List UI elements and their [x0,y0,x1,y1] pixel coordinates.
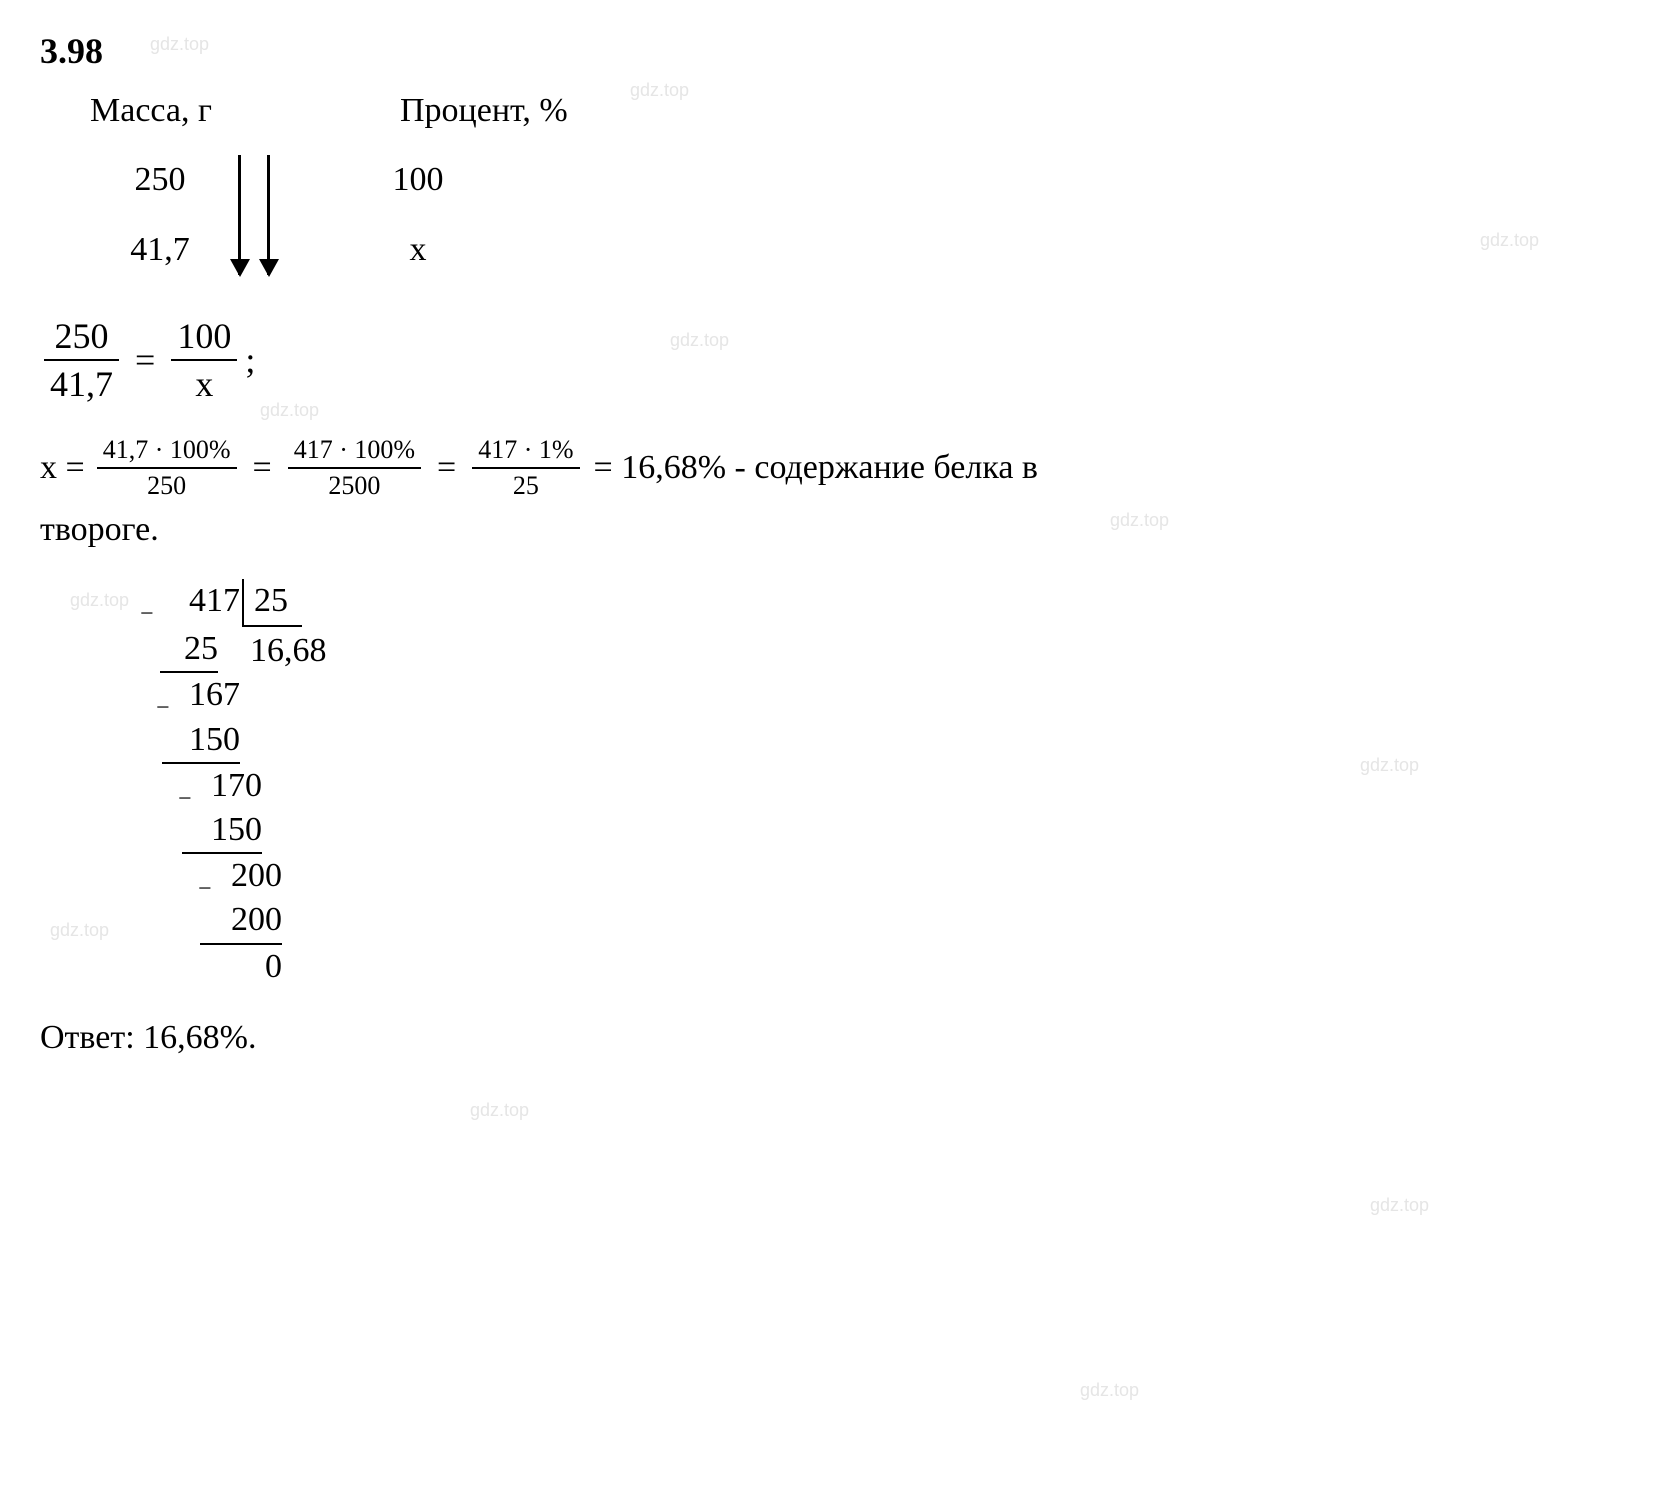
ld-divisor: 25 [242,579,302,627]
watermark: gdz.top [1370,1195,1429,1216]
ld-step-7: 0 [160,945,282,989]
calc-frac3-num: 417 · 1% [472,435,579,469]
semicolon: ; [245,339,255,381]
proportion-equation: 250 41,7 = 100 x ; [40,315,1620,405]
ld-step-row-7: 0 [160,945,1620,989]
equals-3: = [437,449,456,487]
header-percent: Процент, % [400,92,568,130]
watermark: gdz.top [70,590,129,611]
ld-quotient-row: 25 16,68 [160,627,1620,673]
ld-step-row-4: 150 [160,808,1620,854]
frac1-num: 250 [44,315,119,361]
equals-2: = [253,449,272,487]
ld-step-2: 150 [162,718,240,764]
x-equals: x = [40,449,85,487]
calc-frac2-den: 2500 [288,469,421,501]
ld-step-6: 200 [200,898,282,944]
ld-step-5: 200 [160,854,282,898]
ld-step-3: 170 [160,764,262,808]
calc-frac-1: 41,7 · 100% 250 [97,435,237,501]
frac2-den: x [171,361,237,405]
ld-quotient: 16,68 [250,627,327,673]
arrow-down-2 [267,155,270,275]
ld-dividend: 417 [160,579,240,623]
ld-step-row-6: 200 [160,898,1620,944]
mass-column: 250 41,7 [90,145,230,285]
percent-value-1: 100 [358,145,478,215]
ld-step-row-3: − 170 [160,764,1620,808]
answer-label: Ответ: [40,1019,143,1056]
watermark: gdz.top [470,1100,529,1121]
header-mass: Масса, г [90,92,290,130]
equals-1: = [135,339,155,381]
ld-step-2-wrap: 150 [160,718,240,764]
calculation-line: x = 41,7 · 100% 250 = 417 · 100% 2500 = … [40,435,1620,501]
ld-step-row-5: − 200 [160,854,1620,898]
long-division: − 417 25 25 16,68 − 167 150 − 170 150 − … [160,579,1620,989]
ld-step-row-2: 150 [160,718,1620,764]
ld-step-4: 150 [182,808,262,854]
ld-step-row-1: − 167 [160,673,1620,717]
mass-value-1: 250 [90,145,230,215]
calc-frac-2: 417 · 100% 2500 [288,435,421,501]
ld-step-0: 25 [160,627,218,673]
ld-top-row: − 417 25 [160,579,1620,627]
frac1-den: 41,7 [44,361,119,405]
watermark: gdz.top [50,920,109,941]
calc-frac-3: 417 · 1% 25 [472,435,579,501]
proportion-frac-2: 100 x [171,315,237,405]
problem-number: 3.98 [40,30,1620,72]
calc-frac3-den: 25 [472,469,579,501]
calc-continuation: твороге. [40,511,1620,549]
ld-step-1: 167 [160,673,240,717]
ld-step-6-wrap: 200 [160,898,282,944]
minus-icon: − [140,599,154,630]
answer-line: Ответ: 16,68%. [40,1019,1620,1057]
table-header-row: Масса, г Процент, % [90,92,1620,130]
calc-result: = 16,68% - содержание белка в [594,449,1038,487]
calc-frac2-num: 417 · 100% [288,435,421,469]
proportion-table: 250 41,7 100 x [90,145,1620,285]
calc-frac1-num: 41,7 · 100% [97,435,237,469]
mass-value-2: 41,7 [90,215,230,285]
watermark: gdz.top [1080,1380,1139,1401]
percent-column: 100 x [358,145,478,285]
frac2-num: 100 [171,315,237,361]
ld-step-4-wrap: 150 [160,808,262,854]
percent-value-2: x [358,215,478,285]
calc-frac1-den: 250 [97,469,237,501]
proportion-frac-1: 250 41,7 [44,315,119,405]
arrow-down-1 [238,155,241,275]
answer-value: 16,68%. [143,1019,256,1056]
